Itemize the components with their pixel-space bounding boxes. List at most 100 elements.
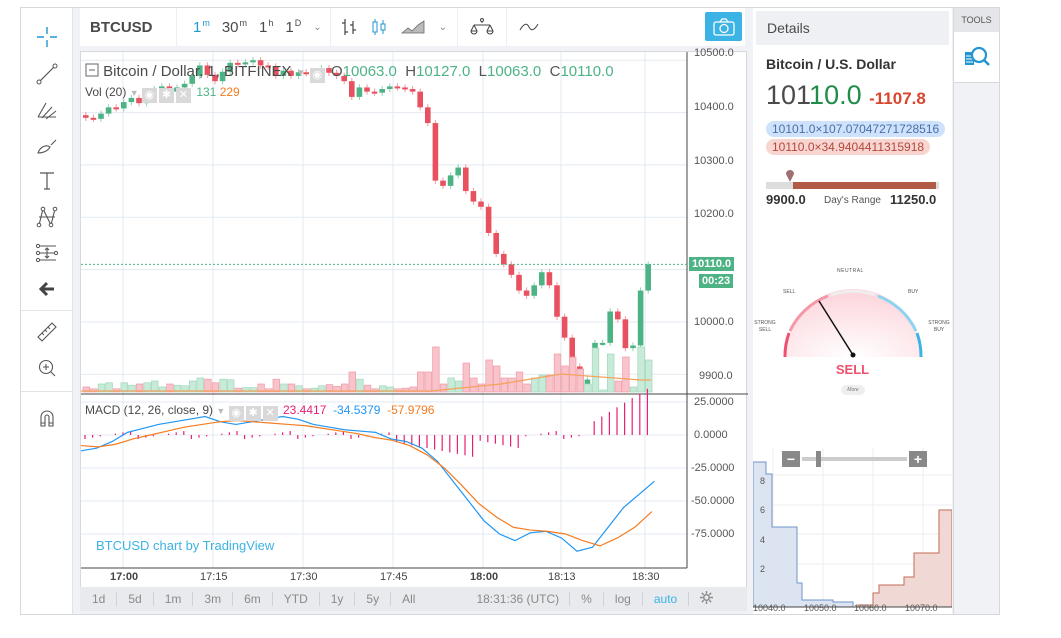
macd-menu-chevron[interactable]: ▼ — [216, 406, 226, 416]
settings-button[interactable] — [689, 591, 724, 607]
gauge-label-strong-sell: STRONG SELL — [754, 320, 776, 333]
eye-icon[interactable]: ◉ — [309, 68, 325, 83]
depth-y-tick: 2 — [760, 564, 766, 574]
fib-tool[interactable] — [21, 93, 73, 127]
bid-pill: 10101.0×107.07047271728516 — [766, 120, 946, 138]
volume-ma-value: 229 — [219, 85, 240, 99]
close-icon[interactable]: ✕ — [175, 88, 191, 103]
price-tick: 10200.0 — [694, 208, 734, 220]
depth-zoom-slider[interactable]: − + — [782, 451, 927, 467]
macd-title[interactable]: MACD (12, 26, close, 9) — [85, 403, 214, 417]
bar-countdown-tag: 00:23 — [699, 274, 734, 288]
range-1y[interactable]: 1y — [320, 592, 356, 606]
gear-icon[interactable]: ✱ — [158, 88, 174, 103]
range-ytd[interactable]: YTD — [273, 592, 320, 606]
tradingview-watermark[interactable]: BTCUSD chart by TradingView — [96, 538, 275, 553]
crosshair-icon — [37, 27, 57, 47]
depth-chart[interactable] — [753, 448, 952, 614]
ruler-tool[interactable] — [21, 315, 73, 349]
macd-tick: 25.0000 — [694, 396, 734, 408]
macd-line-value: -34.5379 — [333, 403, 381, 417]
day-low: 9900.0 — [766, 192, 806, 207]
pattern-icon — [36, 206, 58, 228]
candles-style-button[interactable] — [371, 18, 387, 36]
macd-axis[interactable]: 25.0000 0.0000 -25.0000 -50.0000 -75.000… — [687, 396, 747, 567]
pattern-tool[interactable] — [21, 200, 73, 234]
symbol-search[interactable]: BTCUSD — [80, 8, 177, 46]
gauge-label-buy: BUY — [908, 289, 919, 295]
range-3m[interactable]: 3m — [193, 592, 234, 606]
chart-toolbar: BTCUSD 1m 30m 1h 1D ⌄ ⌄ — [80, 8, 745, 46]
macd-legend: MACD (12, 26, close, 9) ▼ ◉ ✱ ✕ 23.4417 -3… — [85, 403, 434, 421]
price-axis[interactable]: 10500.0 10400.0 10300.0 10200.0 10000.0 … — [687, 47, 747, 397]
indicators-button[interactable] — [519, 21, 539, 33]
more-button[interactable]: More — [841, 385, 865, 395]
volume-legend: Vol (20) ▼ ◉ ✱ ✕ 131 229 — [85, 85, 240, 103]
auto-toggle[interactable]: auto — [643, 592, 690, 606]
macd-tick: -25.0000 — [691, 462, 735, 474]
zoom-in-icon — [38, 359, 56, 377]
bars-style-button[interactable] — [341, 18, 357, 36]
zoom-out-button[interactable]: − — [782, 451, 800, 467]
zoom-in-button[interactable]: + — [909, 451, 927, 467]
depth-y-tick: 6 — [760, 505, 766, 515]
brush-icon — [37, 139, 57, 154]
close-icon[interactable]: ✕ — [262, 406, 278, 421]
range-5d[interactable]: 5d — [117, 592, 154, 606]
compare-button[interactable] — [470, 17, 494, 37]
indicator-wave-icon — [519, 23, 539, 31]
volume-title[interactable]: Vol (20) — [85, 85, 127, 99]
resolution-30m[interactable]: 30m — [221, 18, 248, 36]
time-axis[interactable]: 17:00 17:15 17:30 17:45 18:00 18:13 18:3… — [81, 568, 687, 588]
magnet-tool[interactable] — [21, 401, 73, 435]
volume-menu-chevron[interactable]: ▼ — [129, 88, 139, 98]
toolbar-divider — [21, 310, 73, 311]
time-tick: 17:30 — [290, 571, 318, 583]
measure-range-tool[interactable] — [21, 236, 73, 270]
chart-style-dropdown[interactable]: ⌄ — [438, 21, 448, 33]
macd-tick: -75.0000 — [691, 528, 735, 540]
chart-pane[interactable]: Bitcoin / Dollar, 1, BITFINEX ▼ ◉ O10063… — [80, 47, 748, 590]
log-toggle[interactable]: log — [604, 592, 643, 606]
percent-toggle[interactable]: % — [570, 592, 604, 606]
area-style-button[interactable] — [400, 19, 425, 35]
zoom-in-tool[interactable] — [21, 351, 73, 385]
crosshair-tool[interactable] — [21, 20, 73, 54]
range-6m[interactable]: 6m — [233, 592, 273, 606]
range-1m[interactable]: 1m — [154, 592, 194, 606]
pitchfork-icon — [37, 102, 57, 120]
trend-line-tool[interactable] — [21, 57, 73, 91]
gear-icon[interactable]: ✱ — [245, 406, 261, 421]
price-chart[interactable] — [81, 52, 748, 590]
price-range-icon — [35, 243, 59, 263]
back-button[interactable] — [21, 272, 73, 306]
resolution-1d[interactable]: 1D — [285, 18, 302, 36]
resolution-1h[interactable]: 1h — [259, 18, 274, 36]
indicators-group — [507, 8, 551, 46]
instrument-name: Bitcoin / U.S. Dollar — [766, 56, 896, 72]
details-header[interactable]: Details — [756, 11, 949, 45]
range-all[interactable]: All — [402, 592, 416, 606]
volume-value: 131 — [196, 85, 217, 99]
gauge-label-strong-buy: STRONG BUY — [928, 320, 950, 333]
text-tool[interactable] — [21, 164, 73, 198]
series-title[interactable]: Bitcoin / Dollar, 1, BITFINEX — [103, 63, 292, 80]
collapse-icon[interactable] — [85, 63, 99, 77]
tools-sidebar: TOOLS — [953, 8, 999, 614]
resolution-dropdown[interactable]: ⌄ — [313, 21, 322, 33]
macd-signal-value: -57.9796 — [387, 403, 435, 417]
snapshot-button[interactable] — [705, 12, 742, 41]
range-1d[interactable]: 1d — [80, 592, 118, 606]
utc-clock[interactable]: 18:31:36 (UTC) — [476, 592, 571, 606]
series-legend: Bitcoin / Dollar, 1, BITFINEX ▼ ◉ O10063… — [85, 63, 614, 83]
resolution-1m[interactable]: 1m — [193, 18, 210, 36]
details-tool-button[interactable] — [954, 32, 999, 83]
eye-icon[interactable]: ◉ — [141, 88, 157, 103]
brush-tool[interactable] — [21, 129, 73, 163]
series-menu-chevron[interactable]: ▼ — [295, 68, 306, 79]
slider-handle[interactable] — [816, 451, 821, 467]
eye-icon[interactable]: ◉ — [228, 406, 244, 421]
ask-pill: 10110.0×34.9404411315918 — [766, 138, 931, 156]
price-tick: 10500.0 — [694, 47, 734, 59]
range-5y[interactable]: 5y — [355, 592, 392, 606]
